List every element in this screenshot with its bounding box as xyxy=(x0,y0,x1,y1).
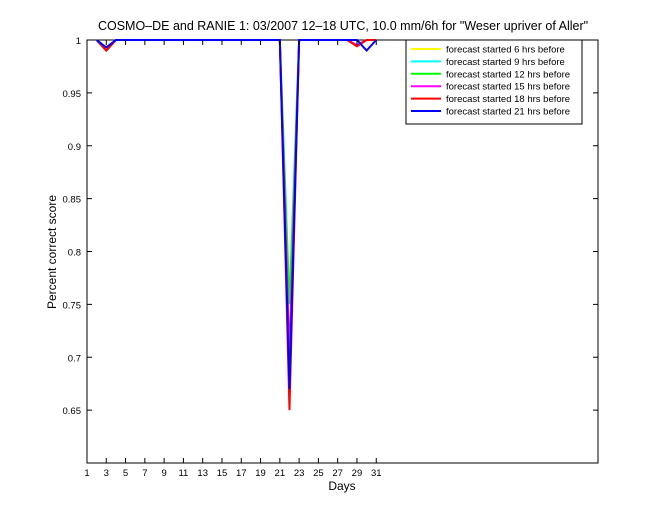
x-tick-label: 3 xyxy=(104,468,109,479)
legend-label: forecast started 9 hrs before xyxy=(446,57,565,68)
x-tick-label: 9 xyxy=(161,468,166,479)
y-tick-label: 1 xyxy=(76,36,81,47)
y-tick-label: 0.85 xyxy=(63,195,82,206)
y-tick-label: 0.75 xyxy=(63,300,82,311)
legend-label: forecast started 18 hrs before xyxy=(446,94,570,105)
y-axis-ticks: 0.65 0.7 0.75 0.8 0.85 0.9 0.95 1 xyxy=(63,36,598,417)
x-tick-label: 27 xyxy=(332,468,343,479)
x-tick-label: 17 xyxy=(236,468,247,479)
y-tick-label: 0.65 xyxy=(63,406,82,417)
y-tick-label: 0.95 xyxy=(63,89,82,100)
legend-label: forecast started 21 hrs before xyxy=(446,107,570,118)
legend-label: forecast started 6 hrs before xyxy=(446,45,565,56)
x-tick-label: 19 xyxy=(255,468,266,479)
x-tick-label: 11 xyxy=(178,468,188,479)
y-tick-label: 0.8 xyxy=(68,248,81,259)
x-tick-label: 25 xyxy=(313,468,324,479)
x-tick-label: 5 xyxy=(123,468,128,479)
x-tick-label: 15 xyxy=(217,468,228,479)
x-tick-label: 29 xyxy=(352,468,363,479)
series-line-6 xyxy=(96,39,377,389)
series-layer xyxy=(95,39,377,411)
x-tick-label: 13 xyxy=(197,468,208,479)
x-tick-label: 31 xyxy=(371,468,382,479)
y-axis-label: Percent correct score xyxy=(45,195,59,309)
x-tick-label: 23 xyxy=(294,468,305,479)
y-tick-label: 0.9 xyxy=(68,142,81,153)
x-tick-label: 1 xyxy=(84,468,89,479)
chart-title: COSMO–DE and RANIE 1: 03/2007 12–18 UTC,… xyxy=(98,19,588,33)
y-tick-label: 0.7 xyxy=(68,353,81,364)
legend-label: forecast started 15 hrs before xyxy=(446,82,570,93)
legend-label: forecast started 12 hrs before xyxy=(446,69,570,80)
x-axis-label: Days xyxy=(328,479,355,493)
x-axis-ticks: 1 3 5 7 9 11 13 15 17 19 21 23 25 27 29 31 xyxy=(84,40,382,479)
x-tick-label: 7 xyxy=(142,468,147,479)
x-tick-label: 21 xyxy=(275,468,286,479)
